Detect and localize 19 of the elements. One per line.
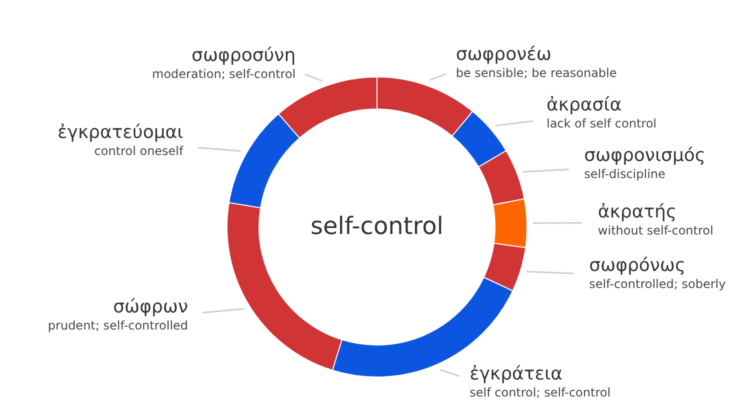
text: control oneself xyxy=(94,144,184,158)
slice-label: ἀκρασία xyxy=(546,94,622,116)
text: self control; self-control xyxy=(470,385,611,400)
text: moderation; self-control xyxy=(152,66,296,81)
slice-label: σωφρονέω xyxy=(456,44,552,66)
text: self-discipline xyxy=(584,167,666,182)
text: lack of self control xyxy=(546,116,657,130)
text: prudent; self-controlled xyxy=(48,318,188,332)
slice-label: σωφρόνως xyxy=(589,255,686,276)
slice-label: ἐγκρατεύομαι xyxy=(58,122,184,144)
slice-label: ἀκρατής xyxy=(598,202,677,223)
text: self-controlled; soberly xyxy=(589,277,726,292)
text: self-control xyxy=(310,212,444,240)
slice-label: σωφρονισμός xyxy=(584,145,706,166)
slice-label: σωφροσύνη xyxy=(192,44,296,66)
slice-label: σώφρων xyxy=(113,296,188,318)
text: without self-control xyxy=(598,224,714,238)
text: be sensible; be reasonable xyxy=(456,66,617,80)
slice-label: ἐγκράτεια xyxy=(470,363,562,384)
